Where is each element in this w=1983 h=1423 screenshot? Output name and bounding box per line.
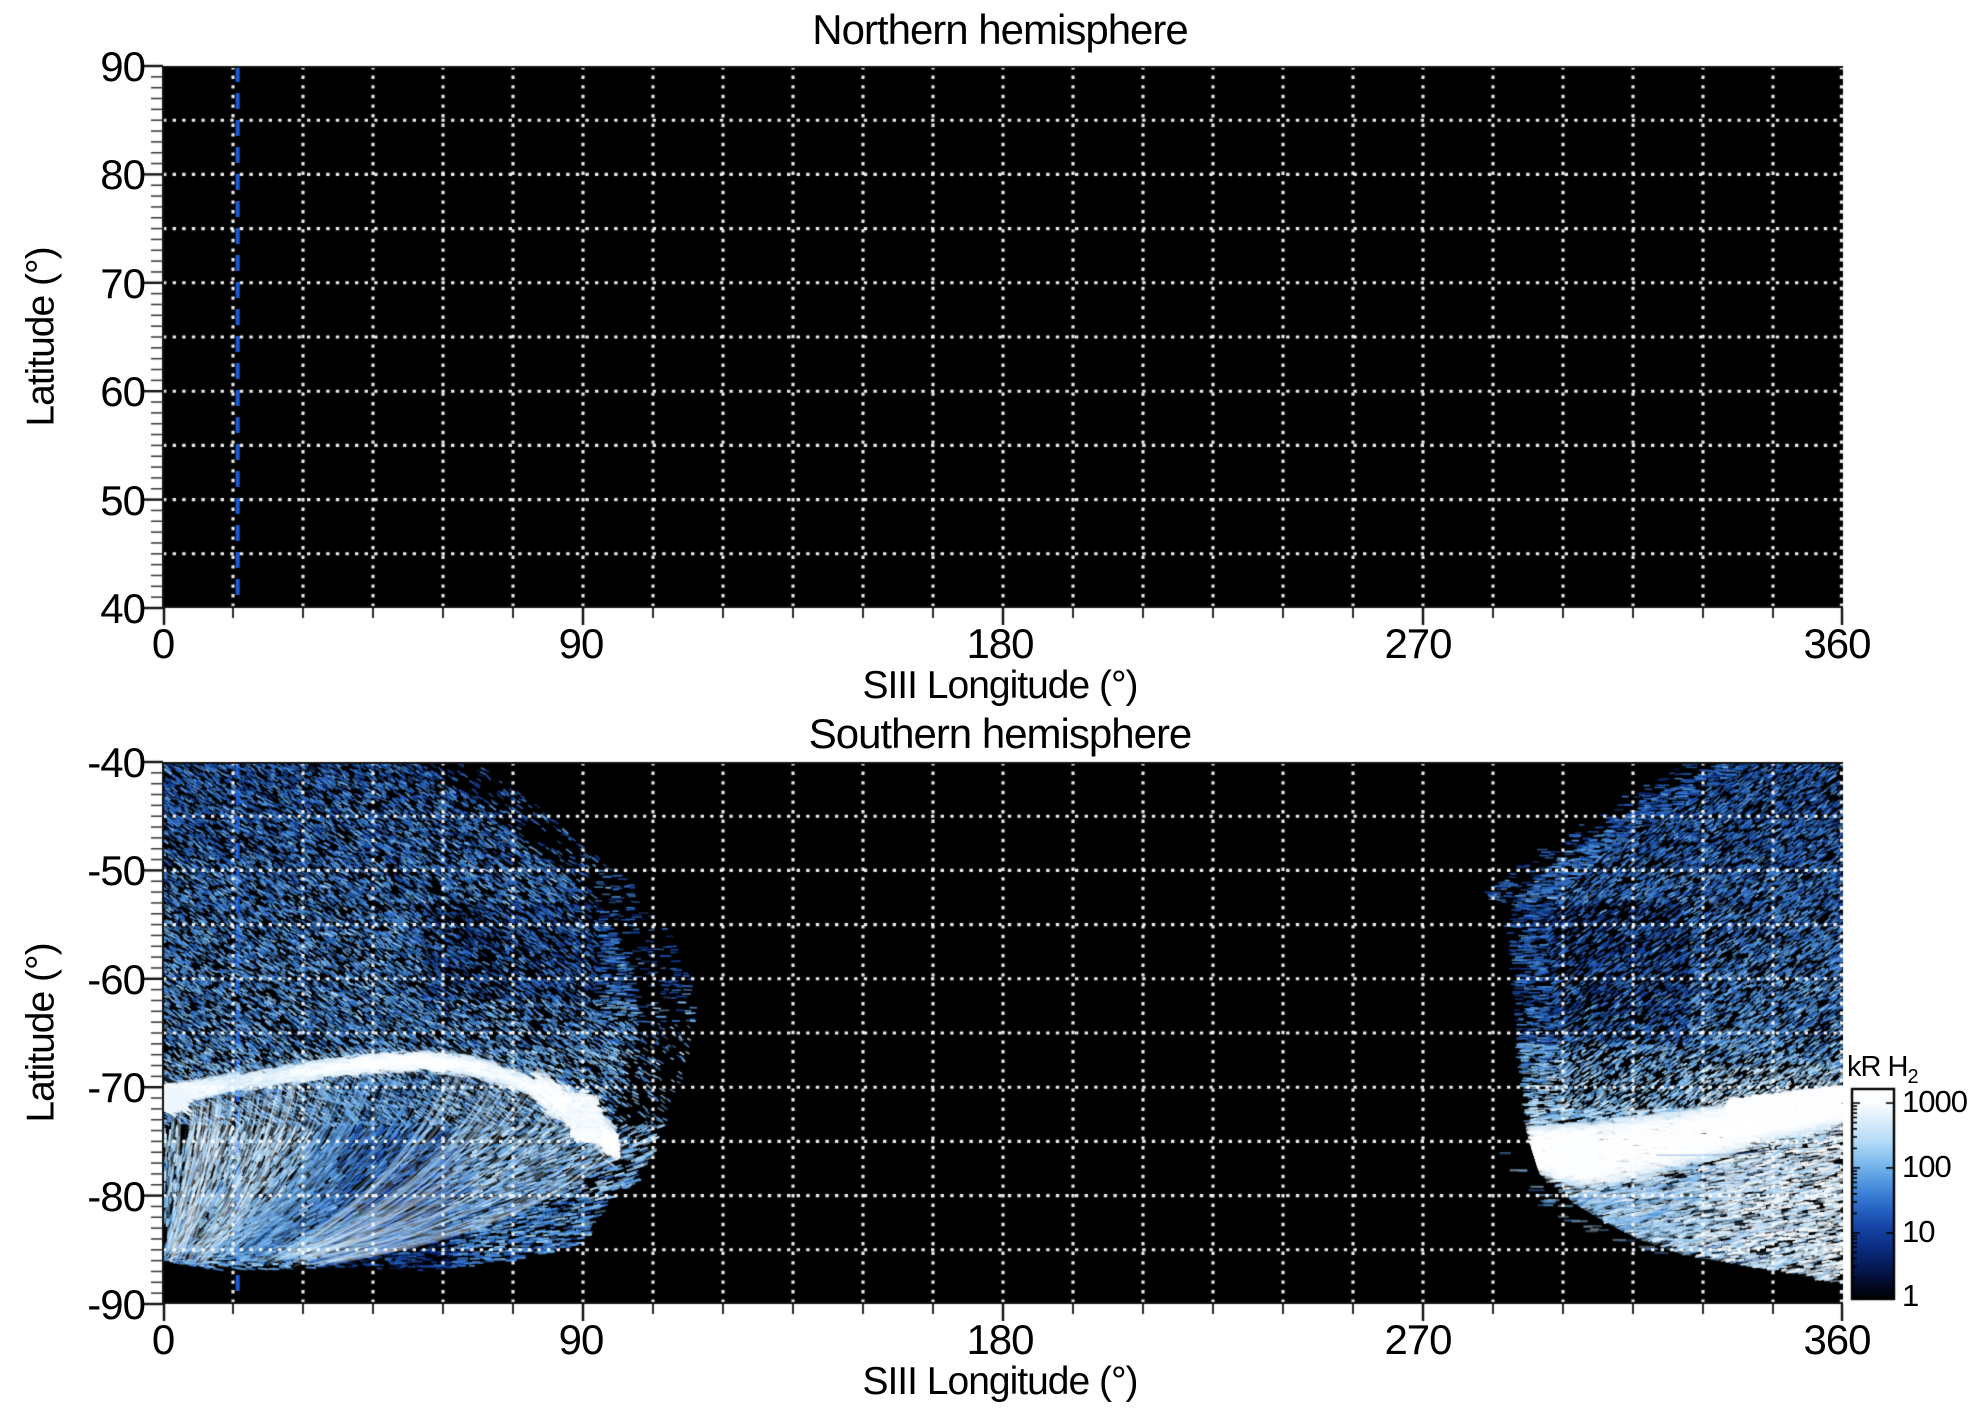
south-ytick-m50: -50 xyxy=(87,847,146,894)
south-ytick-m90: -90 xyxy=(87,1281,146,1328)
colorbar-canvas xyxy=(1846,1083,1902,1307)
south-ytick-m60: -60 xyxy=(87,956,146,1003)
south-title: Southern hemisphere xyxy=(808,710,1193,757)
south-xlabel: SIII Longitude (°) xyxy=(862,1360,1138,1403)
north-xtick-360: 360 xyxy=(1803,620,1871,667)
north-xlabel: SIII Longitude (°) xyxy=(862,664,1138,707)
north-title: Northern hemisphere xyxy=(812,6,1189,53)
south-xtick-180: 180 xyxy=(966,1316,1034,1363)
north-xtick-270: 270 xyxy=(1384,620,1452,667)
colorbar-tick-10: 10 xyxy=(1902,1214,1935,1249)
north-ylabel: Latitude (°) xyxy=(19,247,63,427)
south-plot-canvas xyxy=(133,754,1859,1332)
south-xtick-90: 90 xyxy=(558,1316,605,1363)
south-xtick-360: 360 xyxy=(1803,1316,1871,1363)
north-ytick-80: 80 xyxy=(100,151,146,198)
south-ytick-m80: -80 xyxy=(87,1173,146,1220)
colorbar-title-main: kR H xyxy=(1847,1051,1908,1083)
north-xtick-90: 90 xyxy=(558,620,605,667)
colorbar-tick-100: 100 xyxy=(1902,1149,1952,1184)
colorbar-title: kR H2 xyxy=(1847,1051,1919,1088)
colorbar-tick-1: 1 xyxy=(1902,1278,1919,1313)
south-ytick-m40: -40 xyxy=(87,739,146,786)
south-ylabel: Latitude (°) xyxy=(19,943,63,1123)
colorbar-tick-1000: 1000 xyxy=(1902,1084,1968,1119)
north-ytick-90: 90 xyxy=(100,43,146,90)
colorbar-title-sub: 2 xyxy=(1907,1065,1918,1088)
north-plot-canvas xyxy=(133,58,1859,636)
north-xtick-180: 180 xyxy=(966,620,1034,667)
south-xtick-270: 270 xyxy=(1384,1316,1452,1363)
north-xtick-0: 0 xyxy=(151,620,175,667)
south-ytick-m70: -70 xyxy=(87,1064,146,1111)
north-ytick-70: 70 xyxy=(100,260,146,307)
north-ytick-60: 60 xyxy=(100,368,146,415)
north-ytick-50: 50 xyxy=(100,477,146,524)
north-ytick-40: 40 xyxy=(100,585,146,632)
south-xtick-0: 0 xyxy=(151,1316,175,1363)
